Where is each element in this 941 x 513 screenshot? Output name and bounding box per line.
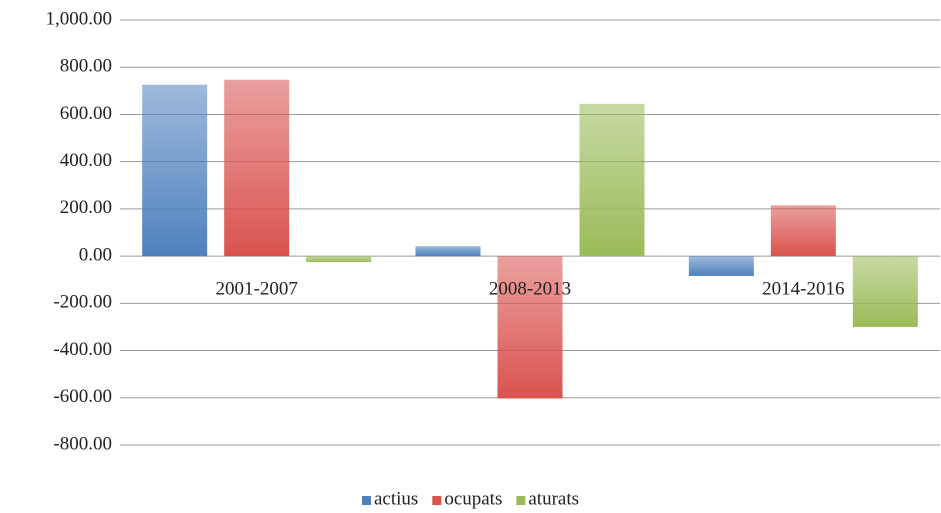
legend-label: actius [374,488,418,509]
legend-label: aturats [528,488,579,509]
bar [306,256,372,263]
legend-swatch [516,496,526,505]
bar [770,205,836,257]
x-tick-label: 2014-2016 [762,278,844,299]
x-tick-label: 2008-2013 [489,278,571,299]
bar [497,256,563,399]
y-tick-label: 400.00 [60,150,112,171]
bar [579,103,645,257]
y-tick-label: -200.00 [53,292,112,313]
bar [224,79,290,257]
y-tick-label: 200.00 [60,197,112,218]
y-tick-label: 1,000.00 [46,8,113,29]
y-tick-label: 800.00 [60,56,112,77]
bar [852,256,918,327]
legend-swatch [432,496,442,505]
bar [415,246,481,257]
legend-swatch [361,496,371,505]
y-tick-label: -400.00 [53,339,112,360]
x-tick-label: 2001-2007 [216,278,298,299]
legend-label: ocupats [444,488,502,509]
y-tick-label: -800.00 [53,433,112,454]
y-tick-label: 0.00 [79,244,112,265]
y-tick-label: 600.00 [60,103,112,124]
y-tick-label: -600.00 [53,386,112,407]
bar [688,256,754,276]
bar [142,84,208,257]
